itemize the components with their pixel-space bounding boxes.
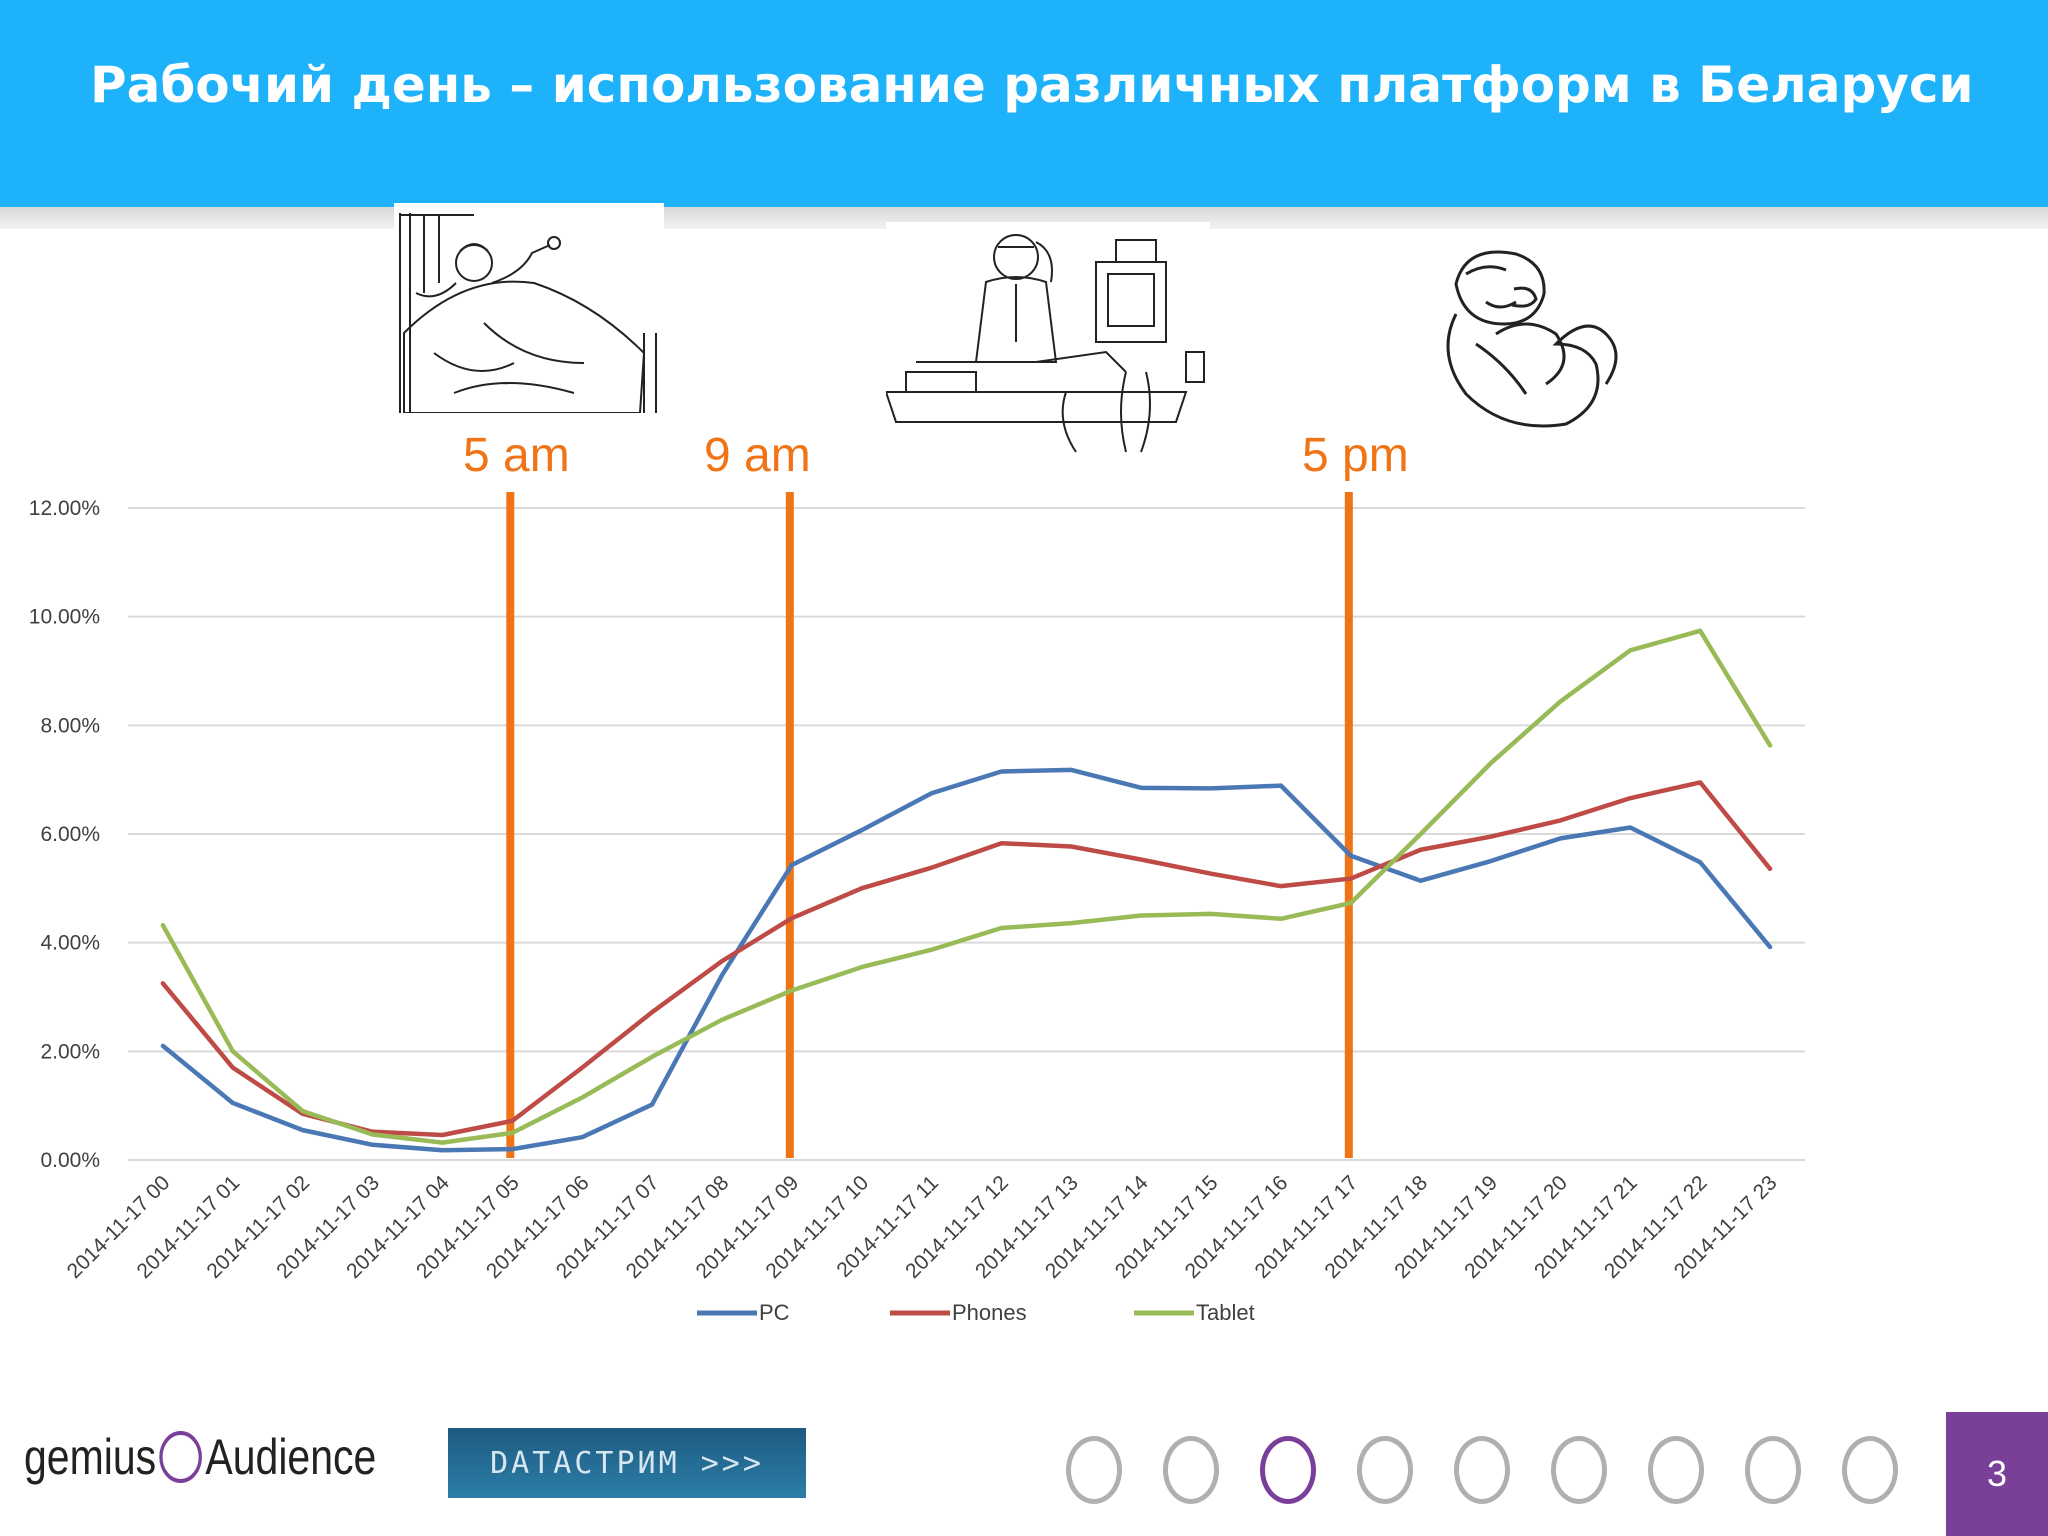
page-title: Рабочий день – использование различных п… bbox=[90, 56, 1974, 114]
waking-up-illustration bbox=[394, 203, 664, 413]
relaxing-man-illustration bbox=[1436, 244, 1636, 456]
audience-icon[interactable] bbox=[1260, 1436, 1316, 1504]
lightning-icon[interactable] bbox=[1648, 1436, 1704, 1504]
series-line-phones bbox=[160, 780, 1773, 1138]
wifi-icon[interactable] bbox=[1454, 1436, 1510, 1504]
cart-icon[interactable] bbox=[1745, 1436, 1801, 1504]
line-chart: 0.00%2.00%4.00%6.00%8.00%10.00%12.00%201… bbox=[29, 492, 1805, 1325]
swirl-icon[interactable] bbox=[1551, 1436, 1607, 1504]
legend-label-tablet: Tablet bbox=[1196, 1300, 1255, 1325]
legend-label-phones: Phones bbox=[952, 1300, 1027, 1325]
legend-label-pc: PC bbox=[759, 1300, 790, 1325]
y-tick-label: 4.00% bbox=[40, 932, 100, 955]
office-worker-illustration bbox=[886, 222, 1210, 454]
traffic-light-icon[interactable] bbox=[1842, 1436, 1898, 1504]
marker-label-5pm: 5 pm bbox=[1302, 429, 1409, 482]
y-tick-label: 0.00% bbox=[40, 1149, 100, 1172]
y-tick-label: 2.00% bbox=[40, 1040, 100, 1063]
brand-right: Audience bbox=[205, 1429, 377, 1485]
mountain-icon[interactable] bbox=[1357, 1436, 1413, 1504]
y-tick-label: 8.00% bbox=[40, 714, 100, 737]
location-pin-icon[interactable] bbox=[1163, 1436, 1219, 1504]
series-line-tablet bbox=[160, 628, 1773, 1145]
audience-logo-icon bbox=[159, 1430, 203, 1483]
page-number: 3 bbox=[1946, 1412, 2048, 1536]
hand-pointer-icon[interactable] bbox=[1066, 1436, 1122, 1504]
gemius-audience-logo: gemius Audience bbox=[24, 1428, 376, 1487]
marker-label-9am: 9 am bbox=[704, 429, 811, 482]
series-line-pc bbox=[160, 767, 1773, 1153]
y-tick-label: 6.00% bbox=[40, 823, 100, 846]
header-bar bbox=[0, 0, 2048, 207]
y-tick-label: 10.00% bbox=[29, 606, 100, 629]
y-tick-label: 12.00% bbox=[29, 497, 100, 520]
marker-label-5am: 5 am bbox=[463, 429, 570, 482]
datastream-logo: DATACTPИM >>> bbox=[448, 1428, 806, 1498]
brand-left: gemius bbox=[24, 1429, 157, 1485]
